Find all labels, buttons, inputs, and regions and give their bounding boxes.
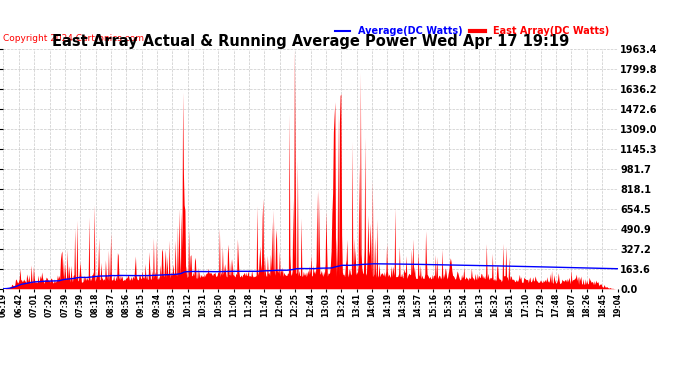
Text: Copyright 2024 Cartronics.com: Copyright 2024 Cartronics.com [3, 34, 144, 44]
Legend: Average(DC Watts), East Array(DC Watts): Average(DC Watts), East Array(DC Watts) [331, 22, 613, 40]
Title: East Array Actual & Running Average Power Wed Apr 17 19:19: East Array Actual & Running Average Powe… [52, 34, 569, 49]
